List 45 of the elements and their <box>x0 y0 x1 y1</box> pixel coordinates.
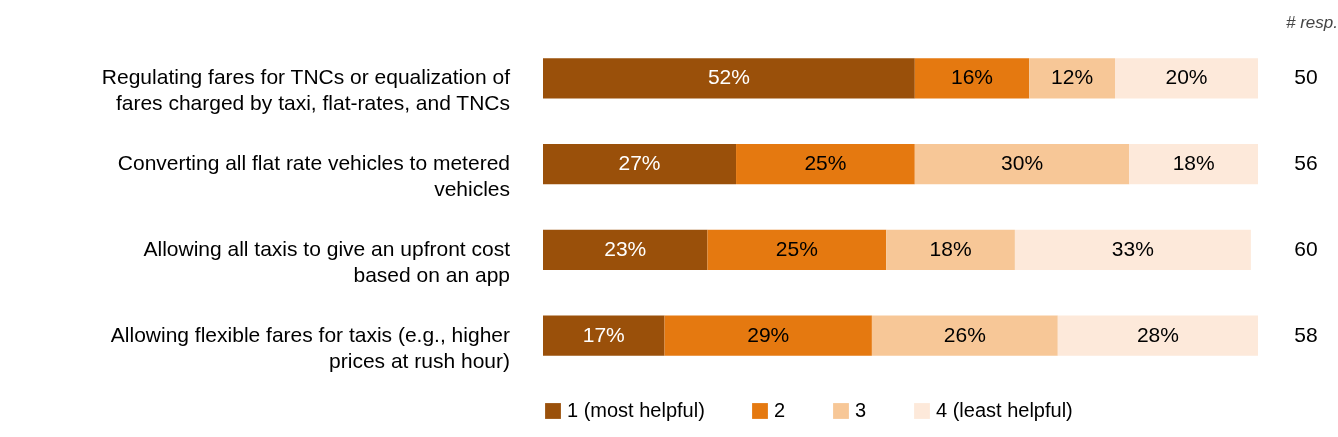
bar <box>914 58 1030 99</box>
bar <box>543 58 915 99</box>
y-tick-label: Regulating fares for TNCs or equalization of fares charged by taxi, flat-rates, and TNCs <box>101 65 511 115</box>
bar <box>871 315 1058 356</box>
y-tick-label: Converting all flat rate vehicles to metered vehicles <box>117 151 510 201</box>
data-label: 20% <box>1165 65 1208 89</box>
data-label: 33% <box>1111 236 1154 260</box>
bar <box>707 229 887 271</box>
text: 50 <box>1294 65 1318 89</box>
bar <box>1029 58 1115 99</box>
bar <box>1115 58 1258 99</box>
legend-label: 2 <box>774 399 786 421</box>
text: 58 <box>1294 322 1318 346</box>
bar <box>543 315 665 356</box>
legend-label: 4 (least helpful) <box>936 399 1073 421</box>
bar <box>736 143 915 185</box>
data-label: 12% <box>1051 65 1094 89</box>
bar <box>1014 229 1251 271</box>
y-tick-label: Allowing all taxis to give an upfront cost based on an app <box>143 236 511 286</box>
text: 56 <box>1294 151 1318 175</box>
bar <box>543 229 708 271</box>
text: # resp. <box>1286 13 1338 32</box>
data-label: 52% <box>707 65 750 89</box>
text: 60 <box>1294 236 1318 260</box>
data-label: 25% <box>804 151 847 175</box>
data-label: 16% <box>950 65 994 89</box>
data-label: 17% <box>582 322 625 346</box>
bar <box>886 229 1015 271</box>
bar <box>914 143 1130 185</box>
y-tick-label: Allowing flexible fares for taxis (e.g., higher prices at rush hour) <box>110 322 510 372</box>
data-label: 25% <box>775 236 818 260</box>
data-label: 29% <box>747 322 790 346</box>
data-label: 18% <box>929 236 972 260</box>
data-label: 23% <box>604 236 647 260</box>
data-label: 30% <box>1001 151 1044 175</box>
data-label: 28% <box>1136 322 1179 346</box>
bar <box>543 143 737 185</box>
bar <box>1057 315 1258 356</box>
data-label: 18% <box>1172 151 1215 175</box>
bar <box>1129 143 1258 185</box>
bar <box>664 315 872 356</box>
data-label: 26% <box>943 322 986 346</box>
legend-label: 1 (most helpful) <box>567 399 705 421</box>
data-label: 27% <box>618 151 661 175</box>
legend-label: 3 <box>855 399 867 421</box>
